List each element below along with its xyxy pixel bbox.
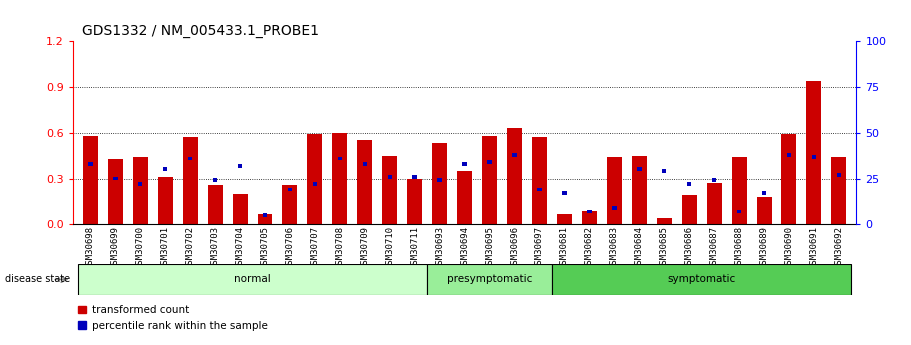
Bar (437, 178, 442, 182)
Bar (532, 137, 547, 224)
Bar (637, 167, 641, 171)
Bar (238, 164, 242, 168)
Text: presymptomatic: presymptomatic (447, 275, 532, 284)
Bar (657, 218, 671, 224)
Bar (163, 167, 168, 171)
Bar (463, 162, 466, 166)
Bar (562, 191, 567, 195)
Bar (133, 157, 148, 224)
Text: symptomatic: symptomatic (668, 275, 736, 284)
Bar (262, 213, 267, 217)
Bar (213, 178, 218, 182)
Bar (557, 214, 572, 224)
Bar (107, 159, 123, 224)
Bar (138, 182, 142, 186)
Bar (77, 264, 427, 295)
Bar (552, 264, 852, 295)
Bar (288, 188, 292, 191)
Bar (307, 134, 322, 224)
Bar (282, 185, 297, 224)
Bar (607, 157, 622, 224)
Text: normal: normal (234, 275, 271, 284)
Bar (312, 182, 317, 186)
Bar (427, 264, 552, 295)
Bar (612, 206, 617, 210)
Bar (806, 81, 822, 224)
Bar (232, 194, 248, 224)
Bar (711, 178, 716, 182)
Bar (363, 162, 367, 166)
Bar (188, 157, 192, 160)
Bar (338, 157, 343, 160)
Bar (762, 191, 766, 195)
Bar (632, 156, 647, 224)
Bar (737, 209, 742, 213)
Bar (88, 162, 93, 166)
Bar (587, 209, 591, 213)
Bar (832, 157, 846, 224)
Bar (113, 177, 118, 180)
Text: disease state: disease state (5, 275, 69, 284)
Bar (707, 183, 722, 224)
Bar (387, 175, 392, 179)
Bar (732, 157, 746, 224)
Bar (357, 140, 373, 224)
Bar (507, 128, 522, 224)
Bar (487, 160, 492, 164)
Bar (158, 177, 173, 224)
Bar (836, 173, 841, 177)
Text: GDS1332 / NM_005433.1_PROBE1: GDS1332 / NM_005433.1_PROBE1 (82, 24, 319, 38)
Bar (208, 185, 222, 224)
Bar (432, 144, 447, 224)
Bar (457, 171, 472, 224)
Bar (333, 133, 347, 224)
Bar (687, 182, 691, 186)
Bar (681, 195, 697, 224)
Bar (756, 197, 772, 224)
Bar (413, 175, 417, 179)
Bar (482, 136, 497, 224)
Bar (582, 210, 597, 224)
Bar (782, 134, 796, 224)
Bar (787, 153, 792, 157)
Bar (407, 179, 422, 224)
Bar (512, 153, 517, 157)
Bar (383, 156, 397, 224)
Bar (537, 188, 542, 191)
Legend: transformed count, percentile rank within the sample: transformed count, percentile rank withi… (78, 305, 268, 331)
Bar (812, 155, 816, 158)
Bar (83, 136, 97, 224)
Bar (662, 169, 667, 173)
Bar (258, 214, 272, 224)
Bar (183, 137, 198, 224)
